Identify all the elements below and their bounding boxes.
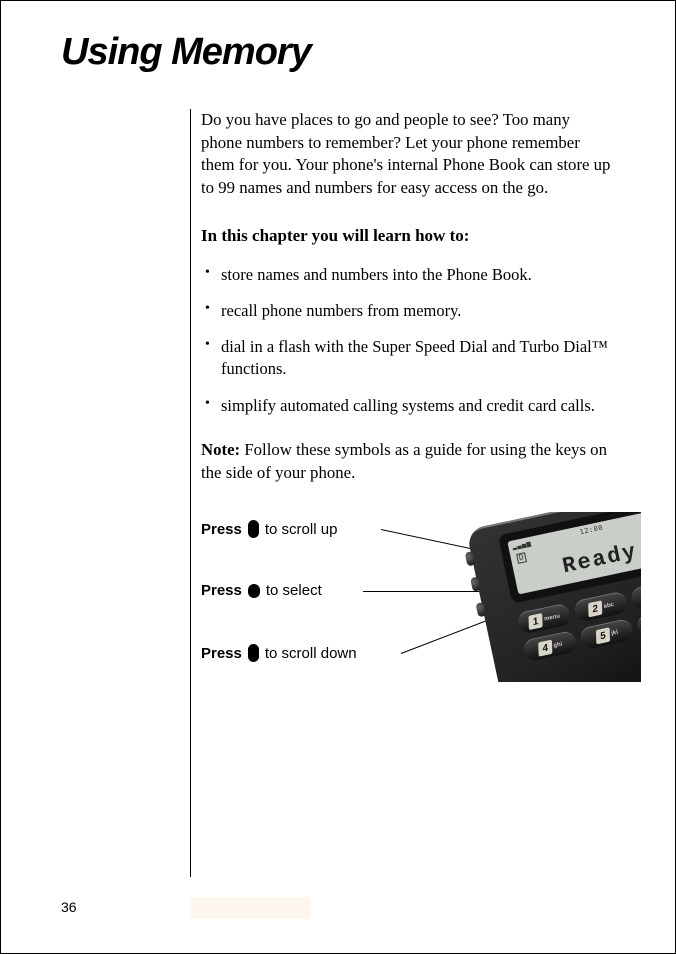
side-button-up <box>465 551 476 566</box>
phone-body-wrap: MMOTOROLA ▂▃▄▅ 12:00 <box>466 512 641 682</box>
footer-color-block <box>191 897 311 919</box>
page-title: Using Memory <box>61 31 311 74</box>
list-item: recall phone numbers from memory. <box>201 300 611 322</box>
key-action-label: to select <box>266 582 322 599</box>
key-row-scroll-down: Press to scroll down <box>201 644 357 662</box>
phone-illustration: MMOTOROLA ▂▃▄▅ 12:00 <box>426 512 641 682</box>
manual-page: Using Memory Do you have places to go an… <box>0 0 676 954</box>
key-number: 1 <box>528 613 542 630</box>
side-button-down <box>476 602 487 617</box>
keypad-key: 6mno <box>636 606 641 638</box>
phone-screen: ▂▃▄▅ 12:00 07/07 D Ready <box>507 512 641 594</box>
note-label: Note: <box>201 440 240 459</box>
keypad-key: 2abc <box>573 591 628 623</box>
select-icon <box>248 584 260 598</box>
key-action-label: to scroll up <box>265 521 338 538</box>
intro-paragraph: Do you have places to go and people to s… <box>201 109 611 200</box>
page-number: 36 <box>61 899 77 915</box>
note-paragraph: Note: Follow these symbols as a guide fo… <box>201 439 611 484</box>
key-row-scroll-up: Press to scroll up <box>201 520 337 538</box>
key-number: 2 <box>588 600 602 617</box>
keypad-key: 5jkl <box>579 618 634 650</box>
keypad-key: 4ghi <box>522 630 577 662</box>
keypad-key: 3def <box>630 579 641 611</box>
learn-list: store names and numbers into the Phone B… <box>201 264 611 417</box>
press-label: Press <box>201 582 242 599</box>
key-guide: Press to scroll up Press to select Press… <box>201 520 611 740</box>
note-text: Follow these symbols as a guide for usin… <box>201 440 607 482</box>
body-content: Do you have places to go and people to s… <box>201 109 611 740</box>
press-label: Press <box>201 521 242 538</box>
scroll-down-icon <box>248 644 259 662</box>
list-item: simplify automated calling systems and c… <box>201 395 611 417</box>
list-item: dial in a flash with the Super Speed Dia… <box>201 336 611 381</box>
chapter-subhead: In this chapter you will learn how to: <box>201 226 611 246</box>
phone-body: MMOTOROLA ▂▃▄▅ 12:00 <box>466 512 641 682</box>
side-button-select <box>470 577 481 592</box>
key-action-label: to scroll down <box>265 645 357 662</box>
key-sub: menu <box>544 613 561 622</box>
key-number: 4 <box>538 640 552 657</box>
scroll-up-icon <box>248 520 259 538</box>
side-buttons <box>465 551 489 629</box>
screen-time: 12:00 <box>579 524 604 537</box>
key-sub: ghi <box>553 641 563 649</box>
vertical-rule <box>190 109 191 877</box>
key-number: 5 <box>595 627 609 644</box>
key-sub: abc <box>603 602 614 610</box>
signal-icon: ▂▃▄▅ <box>512 539 532 551</box>
key-sub: jkl <box>611 630 619 637</box>
press-label: Press <box>201 645 242 662</box>
keypad-key: 1menu <box>516 603 571 635</box>
list-item: store names and numbers into the Phone B… <box>201 264 611 286</box>
key-row-select: Press to select <box>201 582 322 599</box>
